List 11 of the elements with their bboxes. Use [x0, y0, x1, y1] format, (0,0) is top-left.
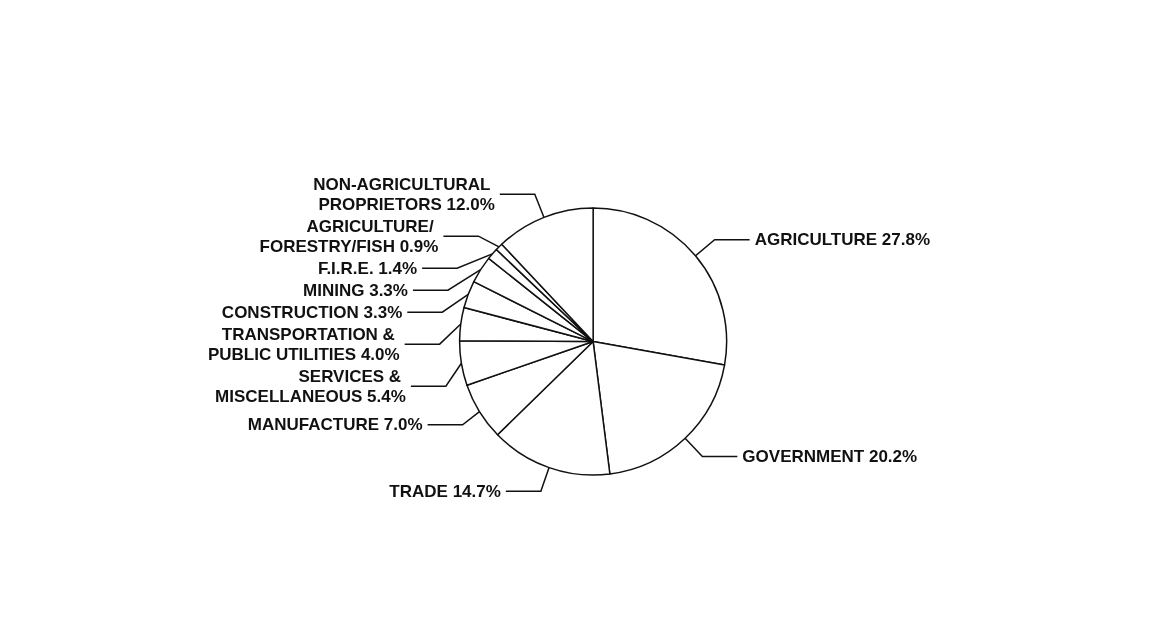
slice-label: NON-AGRICULTURAL PROPRIETORS 12.0% — [313, 174, 495, 214]
slice-label: CONSTRUCTION 3.3% — [221, 302, 403, 322]
slice-label: AGRICULTURE 27.8% — [754, 230, 931, 250]
slice-label: F.I.R.E. 1.4% — [317, 258, 418, 278]
slice-label: MINING 3.3% — [303, 280, 408, 300]
slice-label: SERVICES & MISCELLANEOUS 5.4% — [215, 366, 406, 406]
slice-label: TRANSPORTATION & PUBLIC UTILITIES 4.0% — [207, 324, 400, 364]
slice-label: AGRICULTURE/ FORESTRY/FISH 0.9% — [259, 216, 439, 256]
slice-label: TRADE 14.7% — [389, 481, 501, 501]
slice-label: MANUFACTURE 7.0% — [247, 415, 423, 435]
slice-label: GOVERNMENT 20.2% — [742, 446, 918, 466]
